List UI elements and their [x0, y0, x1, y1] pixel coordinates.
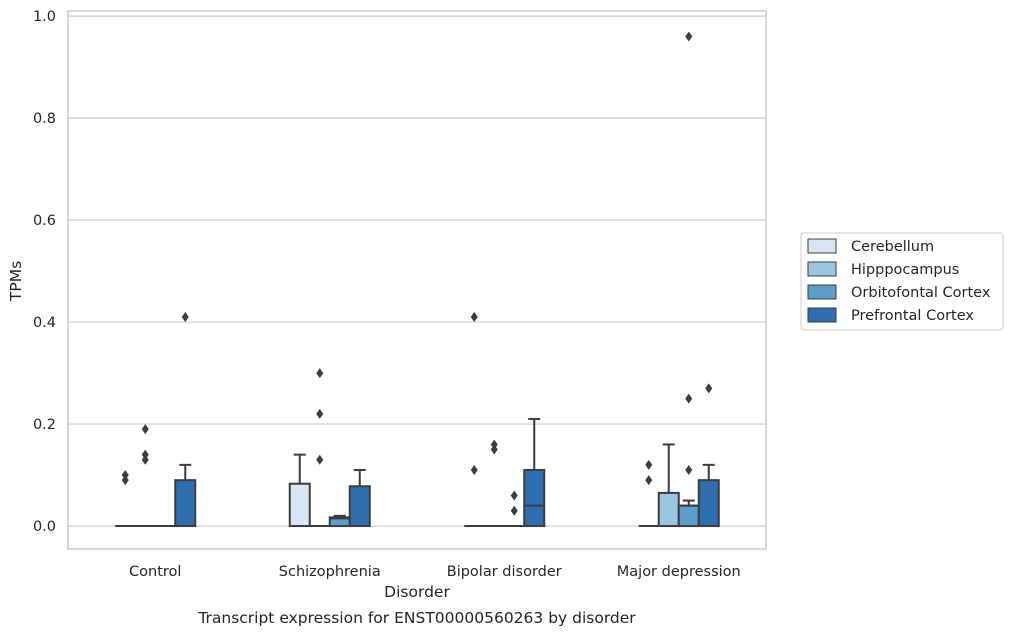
- x-tick-label: Schizophrenia: [279, 564, 381, 580]
- box-3-2: [523, 417, 546, 528]
- outlier-point: [470, 311, 478, 322]
- outlier-point: [141, 424, 149, 435]
- outlier-point: [510, 505, 518, 516]
- box-body: [348, 485, 371, 528]
- box-2-3: [677, 31, 700, 528]
- y-tick-label: 0.8: [33, 111, 56, 127]
- box-0-1: [288, 453, 311, 528]
- box-1-1: [309, 368, 330, 528]
- outlier-point: [121, 470, 129, 481]
- y-tick-label: 0.0: [33, 519, 56, 535]
- box-body: [174, 479, 197, 528]
- outlier-point: [510, 490, 518, 501]
- legend-swatch: [807, 284, 837, 300]
- x-tick-labels: Control Schizophrenia Bipolar disorder Majo…: [129, 564, 741, 580]
- outlier-point: [316, 454, 324, 465]
- legend-swatch: [807, 307, 837, 323]
- box-1-0: [135, 424, 156, 528]
- x-tick-label: Bipolar disorder: [447, 564, 562, 580]
- box-body: [697, 479, 720, 528]
- box-0-3: [638, 459, 659, 528]
- x-axis-label: Disorder: [384, 583, 450, 601]
- box-3-1: [348, 468, 371, 528]
- box-2-2: [504, 490, 525, 528]
- chart-caption: Transcript expression for ENST0000056026…: [197, 609, 636, 627]
- legend-swatch: [807, 261, 837, 277]
- outlier-point: [141, 454, 149, 465]
- y-axis-label: TPMs: [7, 261, 25, 302]
- outlier-point: [490, 439, 498, 450]
- x-tick-label: Control: [129, 564, 181, 580]
- box-3-0: [174, 311, 197, 528]
- outlier-point: [645, 459, 653, 470]
- box-1-2: [484, 439, 505, 528]
- outlier-point: [316, 408, 324, 419]
- outlier-point: [705, 383, 713, 394]
- outlier-point: [181, 311, 189, 322]
- y-tick-labels: 0.0 0.2 0.4 0.6 0.8 1.0: [33, 9, 56, 535]
- box-2-1: [328, 514, 351, 528]
- y-tick-label: 0.6: [33, 213, 56, 229]
- legend-label: Orbitofontal Cortex: [851, 285, 991, 301]
- legend-swatch: [807, 238, 837, 254]
- legend-frame: [800, 232, 1004, 331]
- outlier-point: [685, 464, 693, 475]
- plot-frame: [67, 10, 767, 550]
- y-tick-label: 0.4: [33, 315, 56, 331]
- box-3-3: [697, 383, 720, 528]
- box-body: [677, 504, 700, 528]
- legend: Cerebellum Hipppocampus Orbitofontal Corte…: [800, 232, 1004, 331]
- outlier-point: [685, 31, 693, 42]
- box-body: [288, 482, 311, 528]
- x-tick-label: Major depression: [617, 564, 741, 580]
- y-tick-label: 1.0: [33, 9, 56, 25]
- outlier-point: [316, 368, 324, 379]
- box-body: [523, 468, 546, 528]
- outlier-point: [645, 475, 653, 486]
- outlier-point: [141, 449, 149, 460]
- outlier-point: [490, 444, 498, 455]
- outlier-point: [685, 393, 693, 404]
- boxes-group: [115, 31, 720, 528]
- outlier-point: [121, 475, 129, 486]
- outlier-point: [470, 464, 478, 475]
- y-tick-label: 0.2: [33, 417, 56, 433]
- box-0-2: [464, 311, 485, 528]
- legend-label: Prefrontal Cortex: [851, 308, 974, 324]
- box-body: [657, 491, 680, 528]
- legend-label: Cerebellum: [851, 239, 934, 255]
- plot-area: [68, 11, 766, 549]
- box-0-0: [115, 470, 136, 528]
- legend-label: Hipppocampus: [851, 262, 959, 278]
